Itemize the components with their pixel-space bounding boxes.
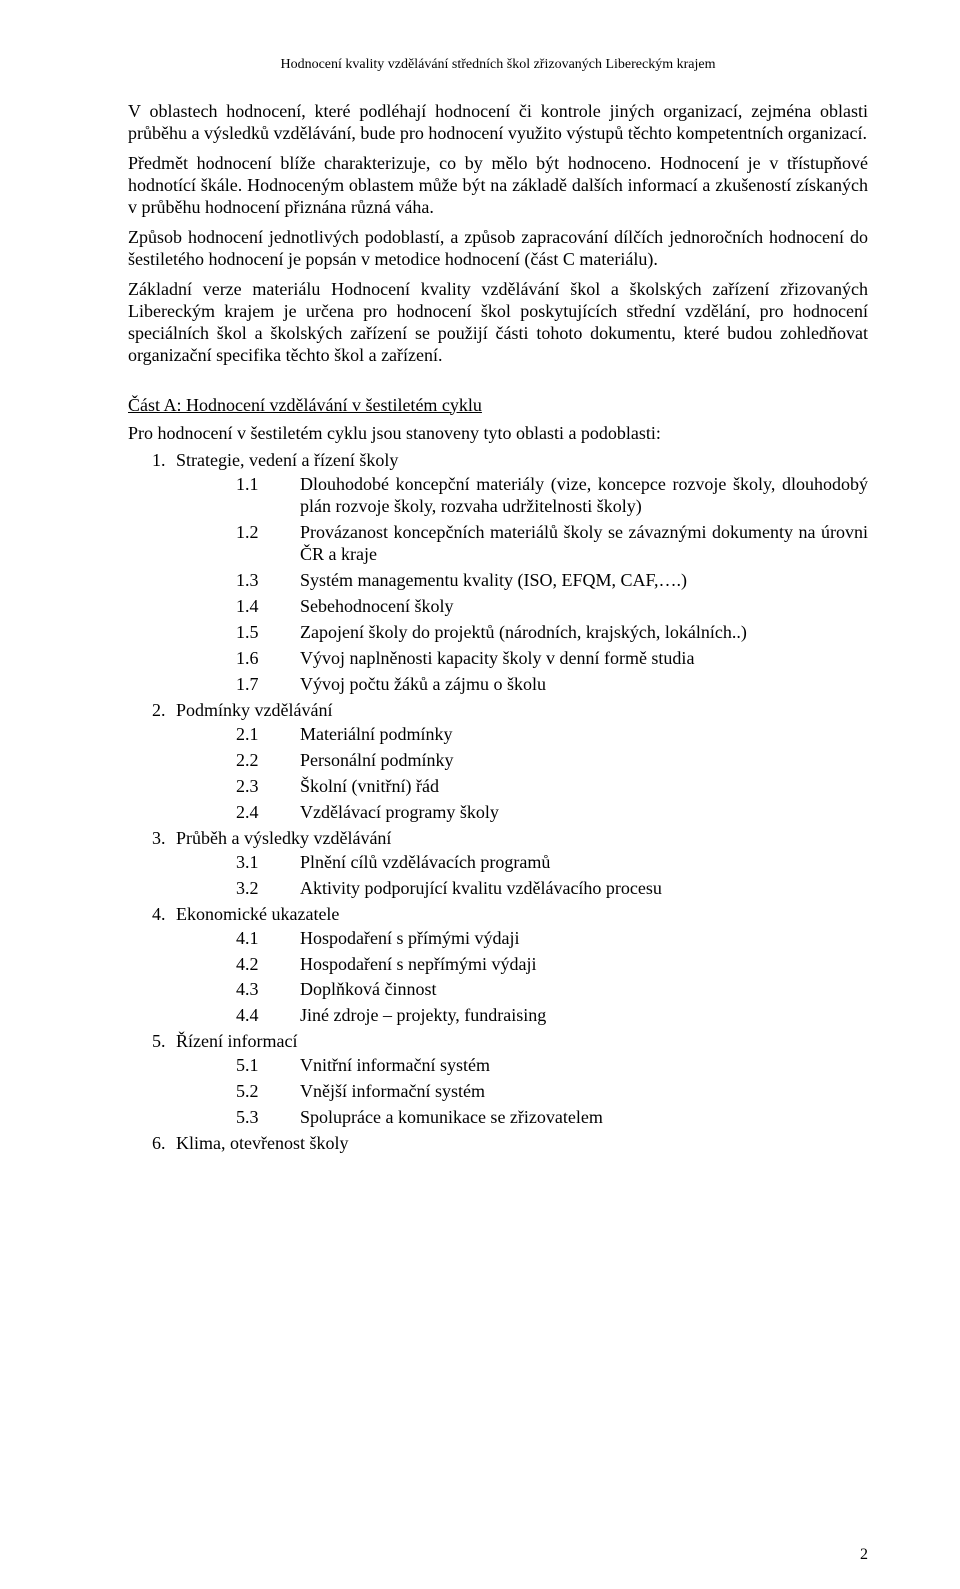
outline-subitem: 1.7Vývoj počtu žáků a zájmu o školu bbox=[128, 674, 868, 696]
outline-subitem-number: 3.1 bbox=[236, 852, 300, 874]
outline-sublist: 3.1Plnění cílů vzdělávacích programů3.2A… bbox=[128, 852, 868, 900]
page-number: 2 bbox=[860, 1545, 868, 1565]
running-header: Hodnocení kvality vzdělávání středních š… bbox=[128, 56, 868, 73]
outline-item-number: 6. bbox=[128, 1133, 176, 1155]
outline-subitem-number: 2.2 bbox=[236, 750, 300, 772]
outline-subitem: 4.2Hospodaření s nepřímými výdaji bbox=[128, 954, 868, 976]
outline-subitem: 1.5Zapojení školy do projektů (národních… bbox=[128, 622, 868, 644]
outline-item: 1.Strategie, vedení a řízení školy1.1Dlo… bbox=[128, 450, 868, 696]
outline-subitem-text: Zapojení školy do projektů (národních, k… bbox=[300, 622, 868, 644]
outline-item-label: Řízení informací bbox=[176, 1031, 868, 1053]
outline-subitem-number: 4.2 bbox=[236, 954, 300, 976]
outline-item-number: 3. bbox=[128, 828, 176, 850]
outline-subitem-number: 5.1 bbox=[236, 1055, 300, 1077]
outline-subitem: 2.1Materiální podmínky bbox=[128, 724, 868, 746]
outline-subitem-number: 1.1 bbox=[236, 474, 300, 518]
outline-subitem-number: 5.3 bbox=[236, 1107, 300, 1129]
outline-subitem-number: 4.3 bbox=[236, 979, 300, 1001]
outline-subitem-text: Personální podmínky bbox=[300, 750, 868, 772]
outline-subitem-number: 1.4 bbox=[236, 596, 300, 618]
outline-subitem-text: Spolupráce a komunikace se zřizovatelem bbox=[300, 1107, 868, 1129]
outline-subitem-number: 4.4 bbox=[236, 1005, 300, 1027]
outline-subitem-number: 2.4 bbox=[236, 802, 300, 824]
outline-item: 6.Klima, otevřenost školy bbox=[128, 1133, 868, 1155]
outline-subitem: 4.1Hospodaření s přímými výdaji bbox=[128, 928, 868, 950]
outline-sublist: 2.1Materiální podmínky2.2Personální podm… bbox=[128, 724, 868, 824]
outline-subitem: 4.3Doplňková činnost bbox=[128, 979, 868, 1001]
outline-subitem: 2.4Vzdělávací programy školy bbox=[128, 802, 868, 824]
outline-subitem-text: Vzdělávací programy školy bbox=[300, 802, 868, 824]
outline-list: 1.Strategie, vedení a řízení školy1.1Dlo… bbox=[128, 450, 868, 1155]
outline-item: 2.Podmínky vzdělávání2.1Materiální podmí… bbox=[128, 700, 868, 824]
outline-subitem-number: 1.7 bbox=[236, 674, 300, 696]
outline-subitem: 1.3Systém managementu kvality (ISO, EFQM… bbox=[128, 570, 868, 592]
body-paragraph: Způsob hodnocení jednotlivých podoblastí… bbox=[128, 227, 868, 271]
outline-subitem-number: 2.1 bbox=[236, 724, 300, 746]
outline-item-number: 2. bbox=[128, 700, 176, 722]
outline-subitem-number: 1.6 bbox=[236, 648, 300, 670]
outline-item: 5.Řízení informací5.1Vnitřní informační … bbox=[128, 1031, 868, 1129]
outline-sublist: 4.1Hospodaření s přímými výdaji4.2Hospod… bbox=[128, 928, 868, 1028]
outline-subitem-text: Hospodaření s nepřímými výdaji bbox=[300, 954, 868, 976]
outline-subitem-text: Vývoj počtu žáků a zájmu o školu bbox=[300, 674, 868, 696]
outline-item-row: 1.Strategie, vedení a řízení školy bbox=[128, 450, 868, 472]
outline-subitem: 2.2Personální podmínky bbox=[128, 750, 868, 772]
outline-subitem-text: Provázanost koncepčních materiálů školy … bbox=[300, 522, 868, 566]
outline-sublist: 1.1Dlouhodobé koncepční materiály (vize,… bbox=[128, 474, 868, 696]
outline-subitem-text: Sebehodnocení školy bbox=[300, 596, 868, 618]
section-a-title: Část A: Hodnocení vzdělávání v šestileté… bbox=[128, 395, 868, 417]
outline-subitem-text: Dlouhodobé koncepční materiály (vize, ko… bbox=[300, 474, 868, 518]
outline-subitem-text: Vnitřní informační systém bbox=[300, 1055, 868, 1077]
outline-subitem-text: Školní (vnitřní) řád bbox=[300, 776, 868, 798]
outline-subitem-text: Systém managementu kvality (ISO, EFQM, C… bbox=[300, 570, 868, 592]
outline-subitem-number: 4.1 bbox=[236, 928, 300, 950]
outline-subitem-text: Vývoj naplněnosti kapacity školy v denní… bbox=[300, 648, 868, 670]
outline-item-label: Klima, otevřenost školy bbox=[176, 1133, 868, 1155]
outline-subitem-number: 1.2 bbox=[236, 522, 300, 566]
outline-item-number: 1. bbox=[128, 450, 176, 472]
section-a-intro: Pro hodnocení v šestiletém cyklu jsou st… bbox=[128, 423, 868, 445]
body-paragraph: V oblastech hodnocení, které podléhají h… bbox=[128, 101, 868, 145]
outline-subitem: 4.4Jiné zdroje – projekty, fundraising bbox=[128, 1005, 868, 1027]
outline-subitem: 1.1Dlouhodobé koncepční materiály (vize,… bbox=[128, 474, 868, 518]
outline-item-number: 5. bbox=[128, 1031, 176, 1053]
outline-item-label: Strategie, vedení a řízení školy bbox=[176, 450, 868, 472]
outline-subitem-number: 3.2 bbox=[236, 878, 300, 900]
outline-subitem-number: 1.5 bbox=[236, 622, 300, 644]
outline-subitem-text: Materiální podmínky bbox=[300, 724, 868, 746]
outline-item-label: Podmínky vzdělávání bbox=[176, 700, 868, 722]
outline-subitem: 1.4Sebehodnocení školy bbox=[128, 596, 868, 618]
outline-subitem: 1.2Provázanost koncepčních materiálů ško… bbox=[128, 522, 868, 566]
outline-item: 3.Průběh a výsledky vzdělávání3.1Plnění … bbox=[128, 828, 868, 900]
outline-item-number: 4. bbox=[128, 904, 176, 926]
outline-item-label: Průběh a výsledky vzdělávání bbox=[176, 828, 868, 850]
outline-subitem: 3.1Plnění cílů vzdělávacích programů bbox=[128, 852, 868, 874]
outline-subitem: 3.2Aktivity podporující kvalitu vzděláva… bbox=[128, 878, 868, 900]
body-paragraph: Základní verze materiálu Hodnocení kvali… bbox=[128, 279, 868, 367]
outline-subitem-text: Vnější informační systém bbox=[300, 1081, 868, 1103]
outline-item-row: 5.Řízení informací bbox=[128, 1031, 868, 1053]
outline-subitem-number: 1.3 bbox=[236, 570, 300, 592]
outline-subitem: 5.2Vnější informační systém bbox=[128, 1081, 868, 1103]
outline-item-row: 3.Průběh a výsledky vzdělávání bbox=[128, 828, 868, 850]
outline-subitem: 2.3Školní (vnitřní) řád bbox=[128, 776, 868, 798]
body-paragraph: Předmět hodnocení blíže charakterizuje, … bbox=[128, 153, 868, 219]
outline-item: 4.Ekonomické ukazatele4.1Hospodaření s p… bbox=[128, 904, 868, 1028]
outline-subitem-text: Aktivity podporující kvalitu vzdělávacíh… bbox=[300, 878, 868, 900]
outline-sublist: 5.1Vnitřní informační systém5.2Vnější in… bbox=[128, 1055, 868, 1129]
outline-subitem-number: 5.2 bbox=[236, 1081, 300, 1103]
page: Hodnocení kvality vzdělávání středních š… bbox=[0, 0, 960, 1589]
outline-item-row: 2.Podmínky vzdělávání bbox=[128, 700, 868, 722]
outline-item-label: Ekonomické ukazatele bbox=[176, 904, 868, 926]
outline-subitem-text: Jiné zdroje – projekty, fundraising bbox=[300, 1005, 868, 1027]
outline-item-row: 4.Ekonomické ukazatele bbox=[128, 904, 868, 926]
outline-subitem-text: Hospodaření s přímými výdaji bbox=[300, 928, 868, 950]
outline-subitem-text: Doplňková činnost bbox=[300, 979, 868, 1001]
outline-subitem: 1.6Vývoj naplněnosti kapacity školy v de… bbox=[128, 648, 868, 670]
outline-subitem: 5.1Vnitřní informační systém bbox=[128, 1055, 868, 1077]
outline-subitem-number: 2.3 bbox=[236, 776, 300, 798]
outline-item-row: 6.Klima, otevřenost školy bbox=[128, 1133, 868, 1155]
outline-subitem: 5.3Spolupráce a komunikace se zřizovatel… bbox=[128, 1107, 868, 1129]
outline-subitem-text: Plnění cílů vzdělávacích programů bbox=[300, 852, 868, 874]
